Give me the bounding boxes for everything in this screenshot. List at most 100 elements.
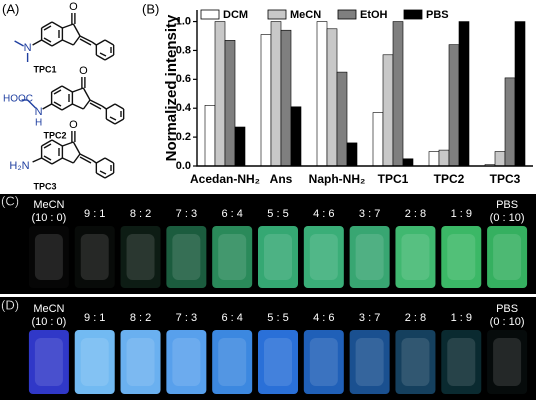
y-tick-label: 1.0 <box>176 15 191 27</box>
bond <box>79 38 92 46</box>
bar <box>428 151 440 167</box>
bar <box>260 34 272 167</box>
vial <box>303 330 344 394</box>
vial <box>74 226 115 288</box>
x-tick-label: Naph-NH₂ <box>309 172 366 186</box>
vial <box>441 226 482 288</box>
bar <box>234 126 246 167</box>
bond <box>105 103 116 110</box>
bond <box>105 118 116 125</box>
vial <box>395 226 436 288</box>
vial-glow <box>80 234 109 280</box>
ratio-label: 2 : 8 <box>405 208 426 220</box>
vial <box>212 226 253 288</box>
bond <box>79 35 93 43</box>
panel-label: (B) <box>142 1 159 16</box>
ratio-label: 6 : 4 <box>221 208 242 220</box>
bar <box>382 54 394 167</box>
bond <box>51 21 63 29</box>
bond <box>51 157 63 165</box>
bond <box>95 39 106 46</box>
bar <box>326 28 338 167</box>
vial <box>258 226 298 288</box>
bar <box>280 29 292 167</box>
bar <box>448 44 460 167</box>
compound-name: TPC3 <box>33 181 56 191</box>
bond <box>95 157 106 164</box>
ratio-label: 4 : 6 <box>313 312 334 324</box>
vial <box>441 330 482 394</box>
vial <box>166 330 207 394</box>
vial-glow <box>355 338 384 386</box>
bar <box>224 40 236 167</box>
legend-swatch <box>337 9 357 20</box>
bar <box>214 21 226 167</box>
bond <box>43 25 52 31</box>
atom-label: O <box>79 65 88 77</box>
bar <box>290 106 302 167</box>
x-tick-label: TPC2 <box>434 172 465 186</box>
y-tick-label: 0.4 <box>176 102 192 114</box>
bond <box>79 156 92 164</box>
bond <box>72 153 81 164</box>
vial-glow <box>447 234 476 280</box>
bar <box>392 21 404 167</box>
bond <box>72 35 81 46</box>
vial-glow <box>447 338 476 386</box>
vial <box>120 226 161 288</box>
bond <box>32 39 42 46</box>
ratio-label: 1 : 9 <box>451 312 472 324</box>
bond <box>41 157 53 165</box>
bond <box>72 23 81 37</box>
ratio-label: 5 : 5 <box>267 208 288 220</box>
bar <box>494 151 506 167</box>
bond <box>62 157 74 164</box>
vial-glow <box>126 338 155 386</box>
ratio-label: 7 : 3 <box>176 208 197 220</box>
ratio-label: (0 : 10) <box>490 316 525 328</box>
bond <box>104 172 115 179</box>
bond <box>99 170 107 175</box>
bond <box>43 37 52 43</box>
x-tick-label: Ans <box>270 172 293 186</box>
x-tick-label: TPC3 <box>490 172 521 186</box>
bond <box>72 103 84 110</box>
legend-label: DCM <box>223 9 248 21</box>
ratio-label: 3 : 7 <box>359 312 380 324</box>
vial-glow <box>218 338 247 386</box>
compound-name: TPC2 <box>43 130 66 140</box>
ratio-label: 7 : 3 <box>176 312 197 324</box>
panel-label: (D) <box>1 297 19 312</box>
bond <box>114 118 125 125</box>
ratio-label: 1 : 9 <box>451 208 472 220</box>
bond <box>61 85 73 93</box>
bond <box>104 39 115 46</box>
y-tick-label: 0.8 <box>176 44 191 56</box>
atom-label: H <box>35 118 42 129</box>
atom-label: O <box>69 1 78 13</box>
vial <box>395 330 436 394</box>
bond <box>109 116 117 121</box>
vial <box>258 330 298 394</box>
bond <box>53 89 62 95</box>
bond <box>61 103 73 111</box>
bar <box>514 21 526 167</box>
bar <box>336 71 348 167</box>
ratio-label: (0 : 10) <box>490 212 525 224</box>
bar <box>316 21 328 167</box>
ratio-label: 3 : 7 <box>359 208 380 220</box>
vial-glow <box>264 234 292 280</box>
bar <box>504 77 516 167</box>
bond <box>72 141 81 155</box>
legend-swatch <box>403 9 423 20</box>
atom-label: H₂N <box>9 160 29 172</box>
vial-glow <box>401 234 430 280</box>
vial <box>487 226 528 288</box>
legend-swatch <box>200 9 220 20</box>
bond <box>27 99 37 109</box>
atom-label: O <box>69 119 78 131</box>
compound-name: TPC1 <box>33 64 56 74</box>
vial-glow <box>493 338 522 386</box>
vial-glow <box>493 234 522 280</box>
x-tick-label: TPC1 <box>378 172 409 186</box>
